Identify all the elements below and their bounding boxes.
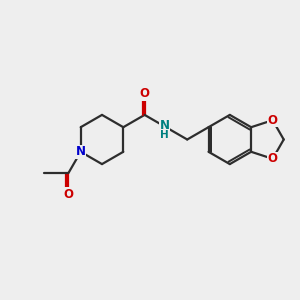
Text: O: O xyxy=(140,88,150,100)
Text: N: N xyxy=(76,145,86,158)
Text: H: H xyxy=(160,130,169,140)
Text: O: O xyxy=(268,114,278,127)
Text: N: N xyxy=(159,119,170,132)
Text: O: O xyxy=(63,188,74,200)
Text: O: O xyxy=(268,152,278,165)
